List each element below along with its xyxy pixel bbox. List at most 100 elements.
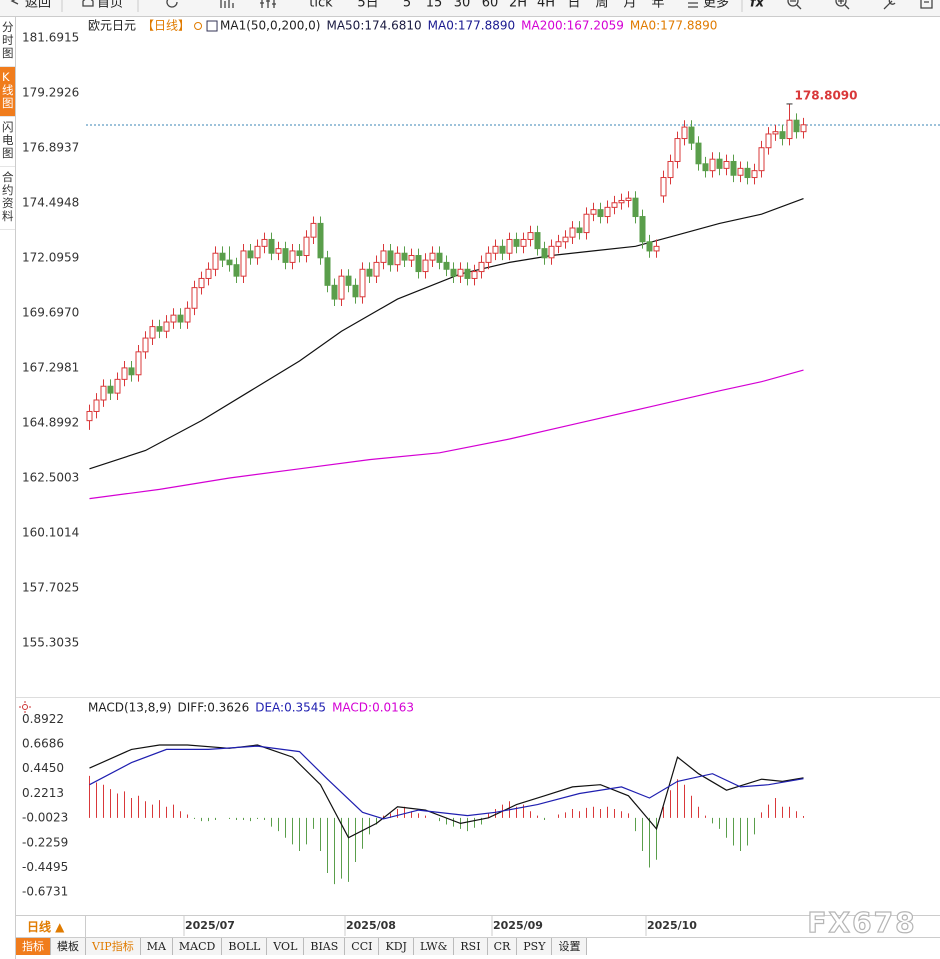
zoom-in-icon[interactable] — [835, 0, 847, 7]
candle-body — [177, 314, 184, 323]
candle-body — [653, 245, 660, 252]
ohlc-icon[interactable] — [260, 0, 276, 8]
toolbar-item[interactable]: 5 — [403, 0, 411, 11]
candle-body — [660, 177, 667, 197]
sidebar-tab[interactable]: K线图 — [0, 67, 15, 117]
candle-body — [184, 307, 191, 323]
toolbar-item[interactable]: 4H — [537, 0, 555, 11]
candle-body — [492, 245, 499, 254]
home-icon[interactable] — [82, 0, 94, 7]
candle-body — [716, 158, 723, 169]
line-series — [89, 198, 804, 470]
x-tick-label: 2025/09 — [493, 919, 543, 932]
candle-body — [527, 232, 534, 240]
y-tick-label: -0.2259 — [22, 835, 68, 849]
candle-body — [359, 268, 366, 298]
toolbar-item[interactable]: 60 — [482, 0, 499, 11]
candle-body — [576, 227, 583, 234]
line-series — [89, 745, 804, 820]
indicator-tab[interactable]: VIP指标 — [86, 938, 141, 955]
candle-body — [387, 250, 394, 266]
toolbar-item[interactable]: 30 — [454, 0, 471, 11]
toolbar-item[interactable]: fx — [750, 0, 765, 11]
candle-body — [156, 326, 163, 332]
candle-icon[interactable] — [220, 0, 234, 8]
back-icon[interactable] — [10, 0, 19, 5]
y-tick-label: -0.0023 — [22, 811, 68, 825]
legend-item: DIFF:0.3626 — [178, 701, 250, 715]
sidebar-tab[interactable]: 合约资料 — [0, 167, 15, 230]
indicator-tab[interactable]: LW& — [413, 938, 455, 955]
zoom-out-icon[interactable] — [787, 0, 799, 7]
sidebar: 分时图 K线图 闪电图 合约资料 — [0, 17, 15, 230]
indicator-tab[interactable]: CR — [487, 938, 518, 955]
indicator-tab[interactable]: 设置 — [552, 938, 588, 955]
indicator-tab[interactable]: VOL — [267, 938, 305, 955]
candle-body — [674, 138, 681, 162]
toolbar-item[interactable]: 5日 — [357, 0, 378, 11]
indicator-tab[interactable]: KDJ — [379, 938, 414, 955]
indicator-tab[interactable]: BOLL — [222, 938, 268, 955]
candle-body — [261, 238, 268, 247]
y-tick-label: 164.8992 — [22, 415, 79, 429]
candle-body — [471, 271, 478, 279]
fullscreen-icon[interactable] — [920, 0, 933, 9]
indicator-tab[interactable]: MA — [140, 938, 173, 955]
y-tick-label: 160.1014 — [22, 525, 79, 539]
toolbar-icons — [10, 0, 933, 12]
candle-body — [590, 209, 597, 215]
indicator-tab[interactable]: CCI — [345, 938, 380, 955]
toolbar-item[interactable]: 周 — [595, 0, 608, 11]
candle-body — [408, 255, 415, 261]
candle-body — [436, 252, 443, 263]
x-tick-label: 2025/07 — [185, 919, 235, 932]
x-tick-label: 2025/10 — [647, 919, 697, 932]
candle-body — [786, 119, 793, 140]
candle-body — [415, 255, 422, 273]
toolbar-item[interactable]: 首页 — [97, 0, 123, 11]
settings-icon[interactable] — [883, 0, 896, 10]
y-tick-label: -0.6731 — [22, 885, 68, 899]
y-tick-label: 179.2926 — [22, 85, 79, 99]
candle-body — [723, 160, 730, 169]
y-tick-label: 0.8922 — [22, 712, 64, 726]
toolbar-item[interactable]: 返回 — [25, 0, 51, 11]
sidebar-tab[interactable]: 分时图 — [0, 17, 15, 67]
toolbar-item[interactable]: 日 — [567, 0, 580, 11]
high-label: 178.8090 — [795, 88, 858, 102]
toolbar-item[interactable]: 2H — [509, 0, 527, 11]
toolbar-item[interactable]: 年 — [651, 0, 664, 11]
candle-body — [667, 160, 674, 179]
line-series — [89, 369, 804, 500]
candle-body — [709, 158, 716, 172]
period-selector[interactable]: 日线 ▲ — [27, 920, 65, 934]
refresh-icon[interactable] — [166, 0, 178, 8]
sidebar-tab[interactable]: 闪电图 — [0, 117, 15, 167]
candle-body — [618, 199, 625, 204]
indicator-tab[interactable]: RSI — [454, 938, 488, 955]
more-icon[interactable] — [688, 0, 698, 8]
legend-item: MACD:0.0163 — [332, 701, 414, 715]
candle-body — [737, 167, 744, 176]
indicator-tab[interactable]: BIAS — [304, 938, 346, 955]
indicator-tab[interactable]: PSY — [517, 938, 553, 955]
legend-item: MA0:177.8890 — [630, 19, 718, 33]
candle-body — [541, 248, 548, 259]
candle-body — [100, 385, 107, 401]
candle-body — [744, 167, 751, 179]
indicator-tab[interactable]: 指标 — [16, 938, 51, 955]
candle-body — [289, 250, 296, 263]
candle-body — [758, 147, 765, 172]
candle-body — [534, 232, 541, 250]
toolbar-item[interactable]: 15 — [426, 0, 443, 11]
toolbar-item[interactable]: 月 — [623, 0, 636, 11]
legend-item: MA0:177.8890 — [428, 19, 516, 33]
toolbar-item[interactable]: 更多 — [703, 0, 729, 11]
indicator-tabs: 指标 模板 VIP指标 MA MACD BOLL VOL BIAS CCI KDJ LW& RSI CR… — [16, 938, 588, 955]
candle-body — [247, 250, 254, 259]
candle-body — [163, 321, 170, 332]
legend-item: MACD(13,8,9) — [88, 701, 172, 715]
indicator-tab[interactable]: 模板 — [51, 938, 86, 955]
toolbar-item[interactable]: tick — [309, 0, 333, 11]
indicator-tab[interactable]: MACD — [172, 938, 223, 955]
